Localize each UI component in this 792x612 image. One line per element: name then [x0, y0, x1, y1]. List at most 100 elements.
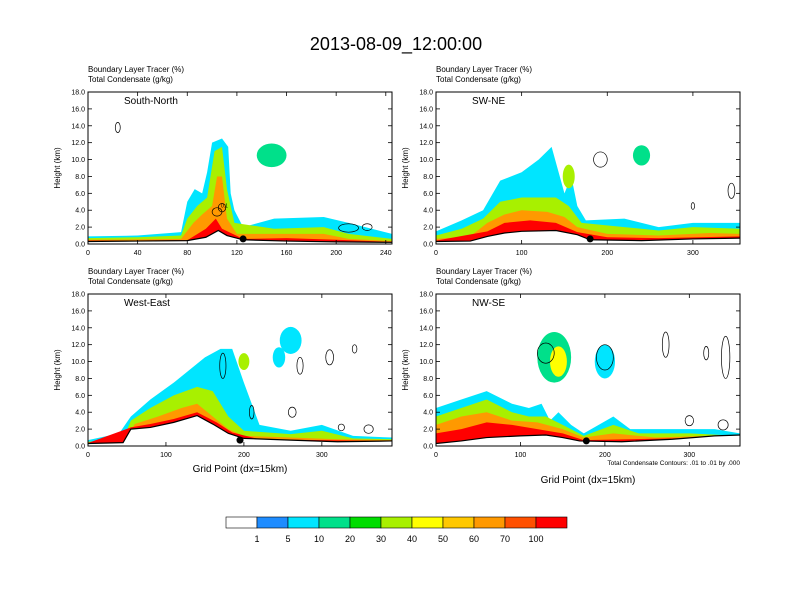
contour-note: Total Condensate Contours: .01 to .01 by… [607, 460, 740, 467]
plot-area [436, 331, 740, 446]
x-tick-label: 0 [434, 250, 438, 257]
tracer-blob-2 [562, 164, 575, 189]
tracer-blob-3 [594, 344, 616, 379]
condensate-contour-2 [249, 405, 255, 420]
condensate-contour-1 [536, 342, 555, 364]
colorbar-label: 20 [345, 534, 355, 544]
tracer-blob-1 [279, 326, 302, 354]
colorbar-label: 5 [285, 534, 290, 544]
panel-2: Boundary Layer Tracer (%)Total Condensat… [401, 65, 741, 257]
location-marker [239, 235, 247, 243]
y-tick-label: 18.0 [419, 292, 433, 299]
y-tick-label: 2.0 [75, 427, 85, 434]
y-tick-label: 4.0 [75, 410, 85, 417]
panel-header-condensate: Total Condensate (g/kg) [88, 75, 173, 84]
condensate-contour-2 [727, 182, 736, 199]
tracer-blob-1 [256, 143, 287, 168]
panel-header-condensate: Total Condensate (g/kg) [436, 75, 521, 84]
tracer-region-1 [88, 138, 392, 244]
y-tick-label: 6.0 [423, 393, 433, 400]
terrain-fill [88, 415, 392, 446]
y-tick-label: 2.0 [423, 225, 433, 232]
tracer-blob-2 [550, 346, 567, 377]
y-tick-label: 14.0 [71, 325, 85, 332]
y-tick-label: 18.0 [419, 90, 433, 97]
x-tick-label: 40 [134, 250, 142, 257]
x-tick-label: 120 [231, 250, 243, 257]
x-tick-label: 0 [86, 250, 90, 257]
y-tick-label: 12.0 [419, 342, 433, 349]
panel-header-tracer: Boundary Layer Tracer (%) [88, 65, 184, 74]
y-tick-label: 8.0 [423, 376, 433, 383]
x-tick-label: 0 [86, 452, 90, 459]
y-tick-label: 18.0 [71, 292, 85, 299]
panel-label: SW-NE [472, 96, 505, 107]
colorbar-swatch [349, 516, 382, 529]
y-axis-label: Height (km) [53, 349, 62, 391]
condensate-contour-5 [361, 223, 373, 231]
condensate-contour-3 [217, 203, 227, 213]
x-axis-label: Grid Point (dx=15km) [193, 464, 288, 475]
y-tick-label: 4.0 [75, 208, 85, 215]
colorbar: 1 5 10 20 30 40 50 60 70 100 [225, 516, 568, 544]
colorbar-label: 30 [376, 534, 386, 544]
x-tick-label: 0 [434, 452, 438, 459]
condensate-contour-3 [287, 406, 297, 418]
colorbar-swatch [411, 516, 444, 529]
y-tick-label: 16.0 [71, 308, 85, 315]
y-tick-label: 16.0 [419, 106, 433, 113]
terrain-line [88, 414, 392, 445]
condensate-contour-1 [114, 122, 121, 133]
colorbar-label: 40 [407, 534, 417, 544]
y-tick-label: 12.0 [71, 342, 85, 349]
condensate-contour-5 [325, 349, 334, 366]
plot-frame [87, 91, 393, 245]
y-axis-label: Height (km) [53, 147, 62, 189]
y-tick-label: 2.0 [75, 225, 85, 232]
panel-1: Boundary Layer Tracer (%)Total Condensat… [53, 65, 393, 257]
panel-label: West-East [124, 298, 170, 309]
colorbar-label: 70 [500, 534, 510, 544]
y-tick-label: 10.0 [419, 157, 433, 164]
tracer-blob-1 [632, 145, 651, 166]
location-marker [586, 235, 594, 243]
colorbar-swatch [473, 516, 506, 529]
colorbar-swatch [442, 516, 475, 529]
panel-3: Boundary Layer Tracer (%)Total Condensat… [53, 267, 393, 475]
x-tick-label: 300 [683, 452, 695, 459]
page-title: 2013-08-09_12:00:00 [310, 34, 482, 55]
y-tick-label: 8.0 [75, 174, 85, 181]
x-tick-label: 200 [238, 452, 250, 459]
plot-frame [87, 293, 393, 447]
plot-area [436, 145, 740, 244]
y-tick-label: 18.0 [71, 90, 85, 97]
x-axis-label: Grid Point (dx=15km) [541, 475, 636, 486]
condensate-contour-2 [596, 344, 614, 371]
y-tick-label: 8.0 [75, 376, 85, 383]
x-tick-label: 300 [316, 452, 328, 459]
condensate-contour-3 [661, 331, 670, 358]
y-tick-label: 14.0 [419, 325, 433, 332]
y-tick-label: 16.0 [71, 106, 85, 113]
condensate-contour-7 [717, 419, 729, 431]
condensate-contour-4 [338, 223, 359, 233]
condensate-contour-7 [337, 423, 345, 432]
colorbar-label: 1 [254, 534, 259, 544]
x-tick-label: 200 [599, 452, 611, 459]
x-tick-label: 100 [160, 452, 172, 459]
colorbar-label: 100 [528, 534, 543, 544]
condensate-contour-1 [219, 352, 227, 379]
x-tick-label: 100 [515, 452, 527, 459]
condensate-contour-6 [351, 344, 358, 354]
tracer-region-2 [88, 146, 392, 244]
colorbar-swatch [504, 516, 537, 529]
y-tick-label: 6.0 [423, 191, 433, 198]
location-marker [582, 437, 590, 445]
condensate-contour-8 [363, 424, 374, 434]
colorbar-swatch [225, 516, 258, 529]
y-tick-label: 10.0 [71, 157, 85, 164]
colorbar-swatch [256, 516, 289, 529]
condensate-contour-4 [721, 335, 731, 379]
y-tick-label: 16.0 [419, 308, 433, 315]
